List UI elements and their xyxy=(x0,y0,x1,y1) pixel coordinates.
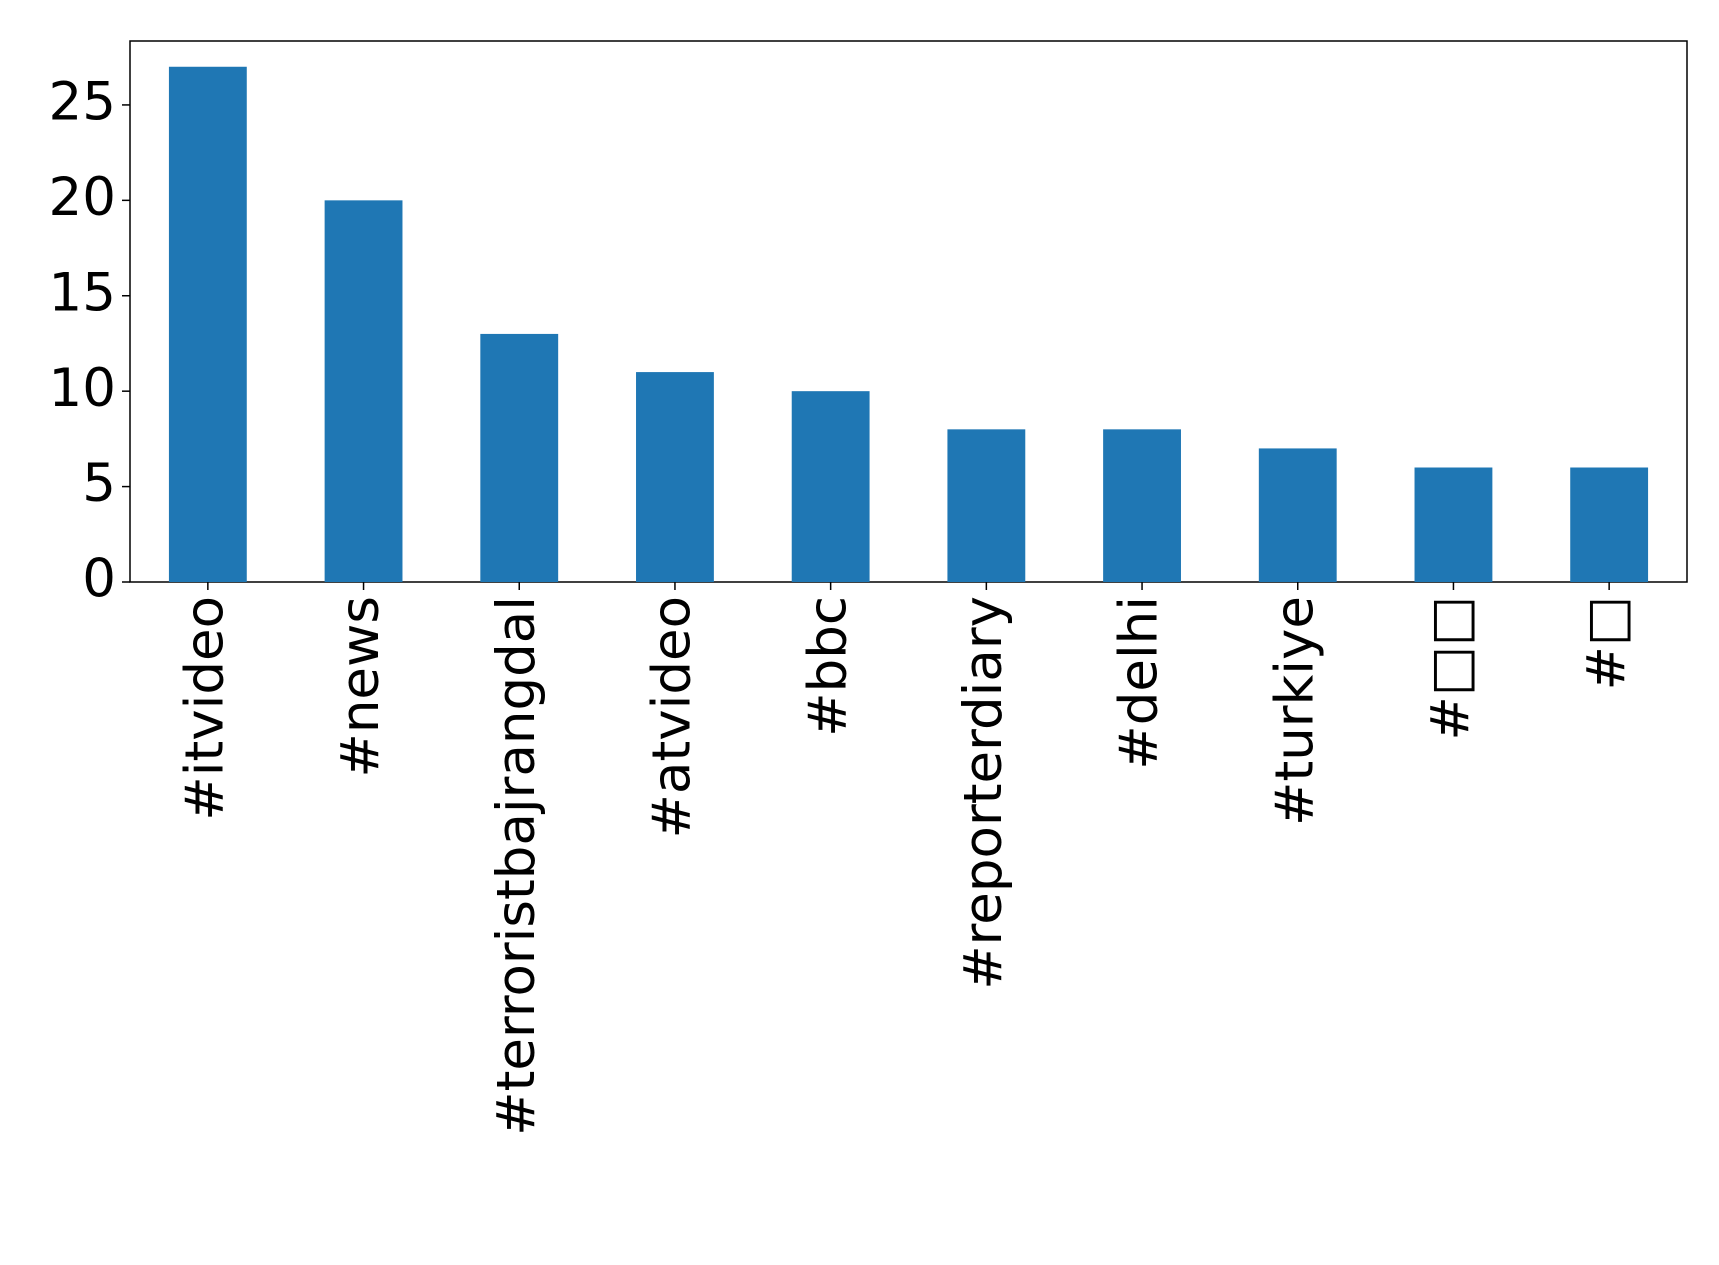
x-tick-label: #reporterdiary xyxy=(953,596,1014,990)
bar xyxy=(1103,429,1181,582)
y-tick-label: 5 xyxy=(82,453,116,514)
bar xyxy=(480,333,559,582)
bar xyxy=(1258,448,1337,582)
bar xyxy=(1570,467,1649,582)
y-tick-label: 25 xyxy=(49,72,116,133)
x-tick-label: #□□ xyxy=(1420,596,1481,741)
x-tick-label: #news xyxy=(330,596,391,778)
x-tick-label: #itvideo xyxy=(174,596,235,821)
plot-frame xyxy=(129,40,1688,583)
bar xyxy=(947,429,1026,582)
y-tick-label: 0 xyxy=(82,549,116,610)
bar xyxy=(636,372,714,582)
x-tick-label: #terroristbajrangdal xyxy=(486,596,547,1136)
bar xyxy=(324,200,403,582)
x-tick-label: #□ xyxy=(1576,596,1637,690)
bar xyxy=(168,66,247,582)
y-tick-label: 10 xyxy=(49,358,116,419)
bar xyxy=(791,391,870,582)
x-tick-label: #delhi xyxy=(1109,596,1170,770)
bar xyxy=(1414,467,1493,582)
x-tick-label: #atvideo xyxy=(642,596,703,838)
y-tick-label: 20 xyxy=(49,167,116,228)
y-tick-label: 15 xyxy=(49,262,116,323)
x-tick-label: #turkiye xyxy=(1264,596,1325,826)
x-tick-label: #bbc xyxy=(797,596,858,737)
